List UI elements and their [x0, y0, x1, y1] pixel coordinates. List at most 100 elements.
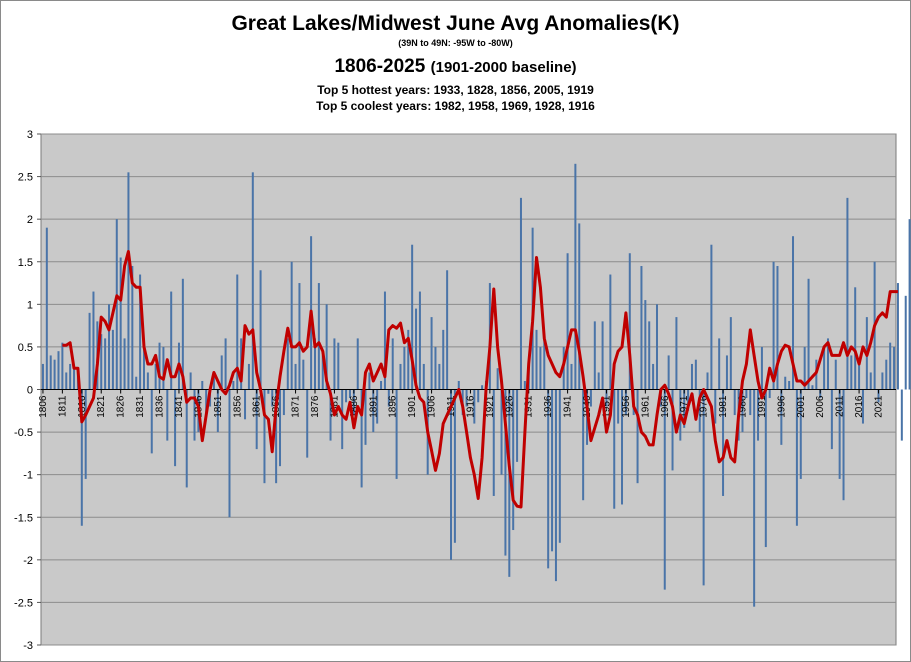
- anomaly-bar: [523, 380, 526, 390]
- anomaly-bar: [492, 389, 495, 496]
- anomaly-bar: [438, 363, 441, 390]
- anomaly-bar: [189, 372, 192, 390]
- anomaly-bar: [640, 266, 643, 390]
- anomaly-bar: [729, 317, 732, 390]
- anomaly-bar: [900, 389, 903, 441]
- anomaly-bar: [49, 355, 52, 390]
- anomaly-bar: [341, 389, 344, 450]
- anomaly-bar: [174, 389, 177, 467]
- anomaly-bar: [519, 197, 522, 390]
- anomaly-bar: [108, 304, 111, 390]
- x-tick-label: 1996: [776, 395, 787, 418]
- x-tick-label: 1831: [135, 395, 146, 418]
- anomaly-bar: [263, 389, 266, 484]
- anomaly-bar: [508, 389, 511, 577]
- anomaly-bar: [131, 266, 134, 390]
- x-tick-label: 1896: [388, 395, 399, 418]
- anomaly-bar: [154, 363, 157, 390]
- anomaly-bar: [543, 334, 546, 390]
- anomaly-bar: [644, 300, 647, 390]
- anomaly-bar: [267, 389, 270, 394]
- anomaly-bar: [286, 338, 289, 390]
- y-tick-label: -2: [23, 555, 33, 567]
- anomaly-bar: [780, 389, 783, 445]
- y-tick-label: -1: [23, 470, 33, 482]
- anomaly-bar: [306, 389, 309, 458]
- anomaly-bar: [512, 389, 515, 531]
- anomaly-bar: [690, 363, 693, 390]
- coolest-years: Top 5 coolest years: 1982, 1958, 1969, 1…: [316, 99, 595, 113]
- anomaly-bar: [710, 244, 713, 390]
- anomaly-bar: [158, 342, 161, 390]
- anomaly-bar: [430, 317, 433, 390]
- anomaly-bar: [706, 372, 709, 390]
- anomaly-bar: [123, 338, 126, 390]
- anomaly-bar: [337, 342, 340, 390]
- anomaly-bar: [566, 253, 569, 390]
- anomaly-bar: [788, 380, 791, 390]
- x-tick-label: 1891: [368, 395, 379, 418]
- y-tick-label: 1: [27, 299, 33, 311]
- x-tick-label: 2016: [854, 395, 865, 418]
- anomaly-bar: [617, 389, 620, 424]
- y-tick-label: -3: [23, 640, 33, 652]
- hottest-years: Top 5 hottest years: 1933, 1828, 1856, 2…: [317, 83, 594, 97]
- anomaly-bar: [407, 329, 410, 390]
- anomaly-bar: [185, 389, 188, 488]
- anomaly-bar: [298, 283, 301, 390]
- anomaly-bar: [733, 389, 736, 416]
- anomaly-bar: [348, 389, 351, 399]
- anomaly-bar: [861, 389, 864, 424]
- anomaly-bar: [41, 363, 44, 390]
- anomaly-bar: [834, 359, 837, 390]
- anomaly-bar: [100, 334, 103, 390]
- y-tick-label: -1.5: [14, 512, 33, 524]
- anomaly-bar: [702, 389, 705, 586]
- x-tick-label: 1981: [718, 395, 729, 418]
- x-tick-label: 1876: [310, 395, 321, 418]
- anomaly-bar: [170, 291, 173, 390]
- anomaly-bar: [232, 380, 235, 390]
- anomaly-bar: [352, 389, 355, 416]
- anomaly-bar: [850, 355, 853, 390]
- anomaly-bar: [442, 329, 445, 390]
- chart-title: Great Lakes/Midwest June Avg Anomalies(K…: [231, 12, 680, 35]
- y-tick-label: 3: [27, 129, 33, 141]
- anomaly-bar: [465, 389, 468, 407]
- anomaly-bar: [811, 385, 814, 390]
- anomaly-bar: [683, 389, 686, 428]
- anomaly-bar: [333, 338, 336, 390]
- anomaly-bar: [244, 389, 247, 420]
- anomaly-bar: [558, 389, 561, 543]
- anomaly-bar: [842, 389, 845, 501]
- anomaly-bar: [57, 351, 60, 390]
- anomaly-bar: [271, 389, 274, 407]
- anomaly-bar: [279, 389, 282, 467]
- anomaly-bar: [92, 291, 95, 390]
- anomaly-bar: [403, 346, 406, 390]
- anomaly-bar: [387, 389, 390, 407]
- anomaly-bar: [675, 317, 678, 390]
- anomaly-bar: [411, 244, 414, 390]
- anomaly-bar: [854, 287, 857, 390]
- x-tick-label: 1976: [699, 395, 710, 418]
- anomaly-bar: [325, 304, 328, 390]
- anomaly-bar: [228, 389, 231, 518]
- anomaly-bar: [830, 389, 833, 450]
- anomaly-bar: [162, 346, 165, 390]
- anomaly-bar: [846, 197, 849, 390]
- anomaly-bar: [609, 274, 612, 390]
- anomaly-bar: [473, 389, 476, 424]
- anomaly-bar: [795, 389, 798, 526]
- anomaly-bar: [535, 329, 538, 390]
- anomaly-bar: [613, 389, 616, 509]
- anomaly-bar: [772, 261, 775, 390]
- x-tick-label: 1956: [621, 395, 632, 418]
- anomaly-bar: [201, 380, 204, 390]
- anomaly-bar: [718, 338, 721, 390]
- x-tick-label: 1871: [291, 395, 302, 418]
- anomaly-bar: [764, 389, 767, 548]
- x-tick-label: 1921: [485, 395, 496, 418]
- anomaly-bar: [391, 338, 394, 390]
